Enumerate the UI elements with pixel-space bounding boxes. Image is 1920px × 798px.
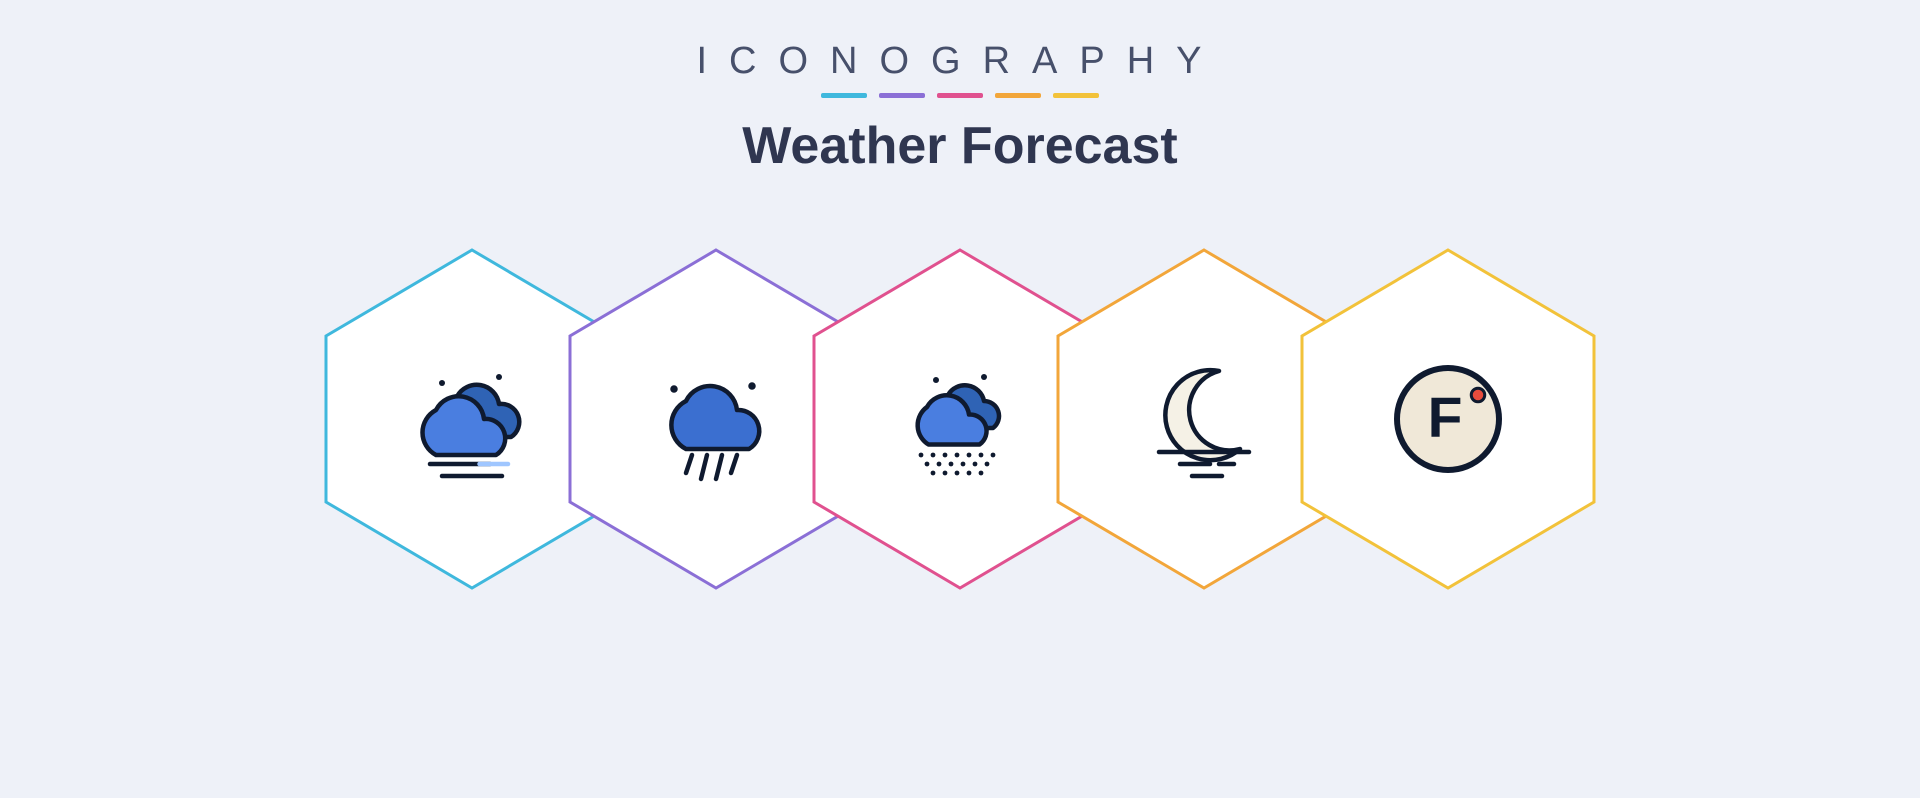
snow-cloud-icon bbox=[885, 344, 1035, 494]
svg-text:F: F bbox=[1428, 386, 1463, 450]
page-subtitle: Weather Forecast bbox=[696, 116, 1223, 176]
underline-seg-5 bbox=[1053, 93, 1099, 98]
rain-cloud-icon bbox=[641, 344, 791, 494]
moon-night-icon bbox=[1129, 344, 1279, 494]
brand-title: ICONOGRAPHY bbox=[696, 40, 1223, 83]
underline-seg-1 bbox=[821, 93, 867, 98]
underline-seg-2 bbox=[879, 93, 925, 98]
foggy-cloud-icon bbox=[397, 344, 547, 494]
underline-seg-4 bbox=[995, 93, 1041, 98]
brand-underline bbox=[696, 93, 1223, 98]
hex-tile-5: F bbox=[1298, 246, 1598, 592]
header: ICONOGRAPHY Weather Forecast bbox=[696, 40, 1223, 176]
underline-seg-3 bbox=[937, 93, 983, 98]
fahrenheit-icon: F bbox=[1373, 344, 1523, 494]
icon-row: F bbox=[350, 246, 1570, 592]
